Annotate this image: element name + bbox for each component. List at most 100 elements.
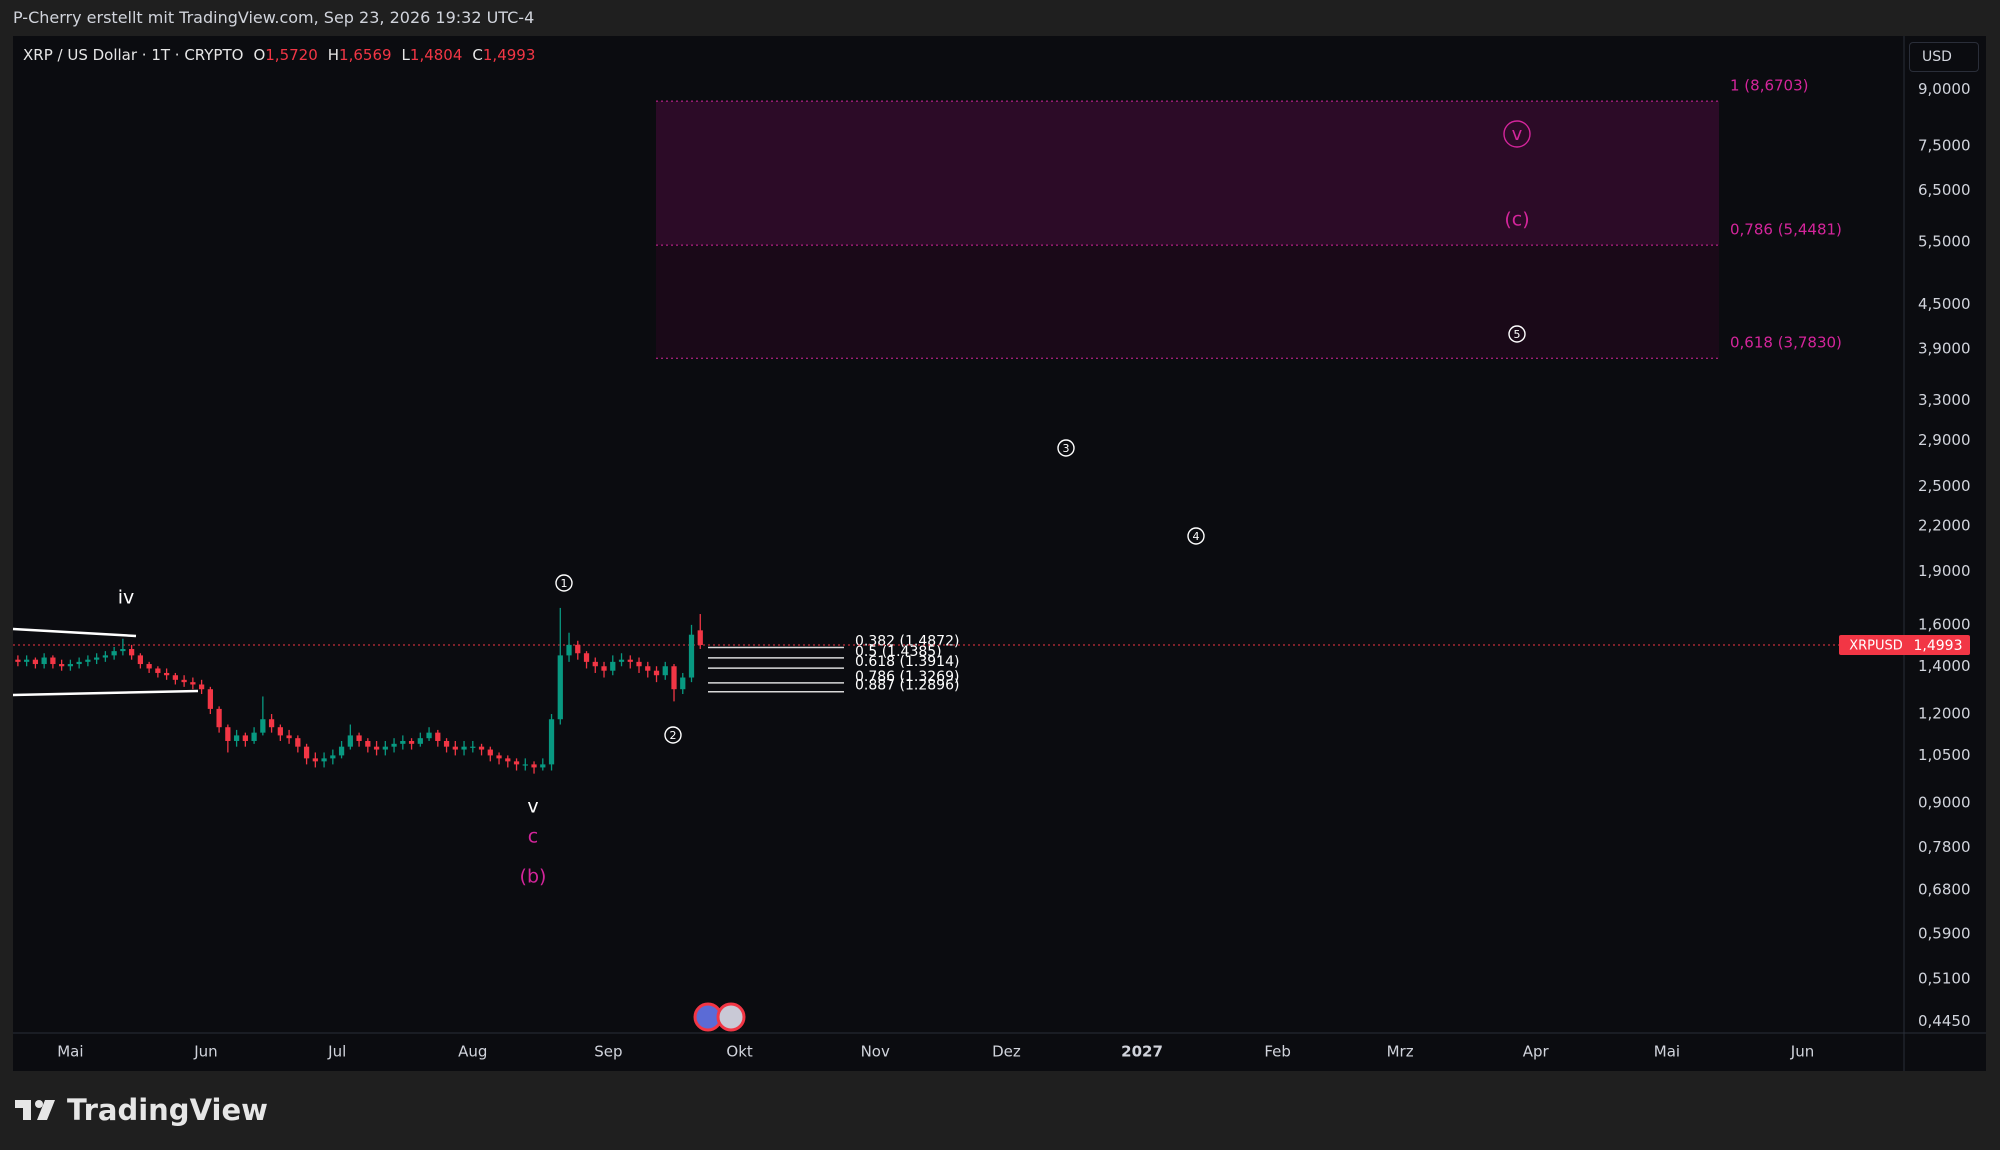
x-tick-label: Jul: [327, 1043, 346, 1061]
wave-label: (c): [1504, 209, 1529, 231]
candle-body: [338, 746, 345, 756]
wave-label: 5: [1514, 328, 1521, 341]
wave-label: 3: [1063, 442, 1070, 455]
candle-body: [190, 682, 196, 685]
candle-body: [697, 630, 703, 646]
candle-body: [662, 666, 668, 676]
candle-body: [636, 661, 642, 667]
candle-body: [286, 735, 292, 739]
candle-body: [198, 684, 205, 690]
logo[interactable]: TradingView: [15, 1093, 268, 1127]
ohlc-key: C: [472, 46, 483, 64]
candle-body: [102, 655, 109, 658]
wave-circle: [1057, 439, 1075, 457]
x-tick-label: Aug: [458, 1043, 487, 1061]
ohlc-value: 1,6569: [339, 46, 392, 64]
candle-body: [417, 738, 423, 744]
event-icon[interactable]: [716, 1002, 746, 1032]
y-tick-label: 2,5000: [1918, 477, 1971, 495]
ohlc-value: 1,5720: [265, 46, 318, 64]
candle-body: [85, 659, 91, 662]
candle-body: [50, 657, 56, 665]
trendline: [12, 689, 199, 697]
wave-label: iv: [118, 587, 135, 609]
candle-body: [382, 746, 388, 750]
candle-body: [443, 740, 450, 747]
x-tick-label: Nov: [861, 1043, 890, 1061]
candle-body: [505, 758, 511, 762]
currency-button[interactable]: USD: [1909, 42, 1979, 72]
ohlc-value: 1,4804: [409, 46, 463, 64]
candle-body: [592, 661, 598, 667]
candle-body: [426, 732, 432, 739]
candle-body: [470, 746, 476, 748]
candle-body: [575, 644, 581, 654]
wave-circle: [1503, 120, 1531, 148]
y-tick-label: 1,4000: [1918, 657, 1971, 675]
wave-circle: [1508, 325, 1526, 343]
candle-body: [391, 743, 397, 747]
fib-level-label: 0,786 (5,4481): [1730, 221, 1842, 239]
wave-circle: [1187, 527, 1205, 545]
candle-body: [513, 761, 520, 765]
candle-body: [653, 670, 660, 676]
candle-body: [67, 664, 74, 667]
y-tick-label: 3,3000: [1918, 391, 1971, 409]
candle-body: [181, 679, 187, 683]
candle-body: [129, 649, 135, 656]
x-tick-label: Mai: [1654, 1043, 1680, 1061]
ohlc-key: L: [401, 46, 410, 64]
y-tick-label: 1,9000: [1918, 562, 1971, 580]
ohlc-item: L1,4804: [402, 46, 463, 64]
y-tick-label: 3,9000: [1918, 339, 1971, 357]
candle-body: [172, 675, 178, 680]
candle-body: [330, 755, 336, 759]
candle-body: [365, 740, 371, 747]
ohlc-value: 1,4993: [482, 46, 536, 64]
candle-body: [216, 708, 222, 728]
candle-body: [15, 659, 21, 662]
x-tick-label: 2027: [1121, 1043, 1163, 1061]
fib-level-label: 1 (8,6703): [1730, 77, 1809, 95]
candle-body: [41, 657, 47, 665]
candle-body: [601, 666, 607, 671]
wave-label: v: [527, 796, 538, 818]
candle-body: [373, 746, 380, 750]
wave-label: 1: [561, 577, 568, 590]
ohlc-key: H: [327, 46, 340, 64]
candle-body: [321, 758, 327, 762]
candle-body: [233, 735, 240, 741]
candle-body: [356, 735, 362, 741]
y-tick-label: 0,9000: [1918, 794, 1971, 812]
fib-retracement-label: 0.786 (1.3269): [855, 669, 959, 685]
fib-level-label: 0,618 (3,7830): [1730, 334, 1842, 352]
price-tag: [1906, 635, 1970, 656]
candle-body: [242, 735, 248, 741]
candle-body: [435, 732, 441, 741]
candle-body: [557, 655, 563, 720]
y-tick-label: 0,6800: [1918, 881, 1971, 899]
y-tick-label: 0,7800: [1918, 838, 1971, 856]
y-tick-label: 9,0000: [1918, 80, 1971, 98]
wave-label: c: [528, 826, 538, 848]
ohlc-item: O1,5720: [253, 46, 317, 64]
price-tag-label: 1,4993: [1914, 638, 1963, 654]
candle-body: [277, 727, 283, 736]
candle-body: [531, 764, 537, 768]
symbol-title: XRP / US Dollar · 1T · CRYPTO: [23, 46, 244, 64]
candle-body: [400, 740, 406, 744]
candle-body: [94, 657, 100, 660]
ohlc-item: C1,4993: [472, 46, 535, 64]
logo-icon: [15, 1100, 55, 1120]
wave-label: v: [1512, 124, 1523, 145]
fib-zone: [656, 245, 1719, 359]
candle-body: [680, 677, 686, 690]
candle-body: [487, 749, 493, 756]
candle-body: [671, 666, 677, 690]
event-icons[interactable]: [693, 1002, 746, 1032]
ohlc-key: O: [253, 46, 266, 64]
candle-body: [146, 664, 152, 669]
y-tick-label: 2,2000: [1918, 517, 1971, 535]
wave-label: 4: [1193, 530, 1200, 543]
candle-body: [347, 735, 353, 747]
